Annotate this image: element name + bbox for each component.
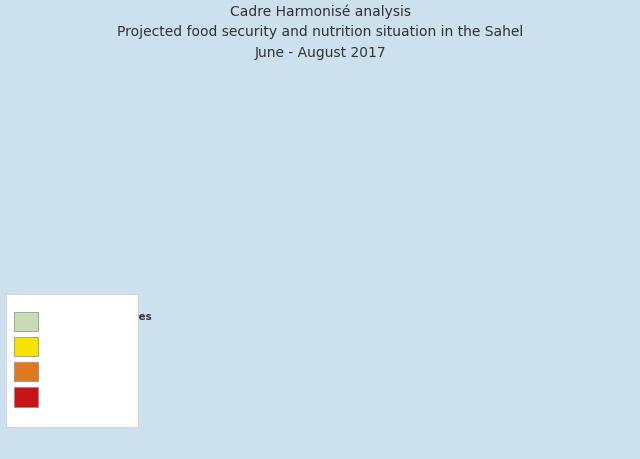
Text: Emergency: Emergency bbox=[46, 392, 101, 402]
Text: Under pressure: Under pressure bbox=[46, 341, 121, 352]
Title: Cadre Harmonisé analysis
Projected food security and nutrition situation in the : Cadre Harmonisé analysis Projected food … bbox=[117, 4, 523, 60]
Text: Food insecurity phases: Food insecurity phases bbox=[16, 312, 152, 322]
Text: Minimal: Minimal bbox=[46, 316, 84, 326]
Text: Crisis: Crisis bbox=[46, 367, 72, 377]
